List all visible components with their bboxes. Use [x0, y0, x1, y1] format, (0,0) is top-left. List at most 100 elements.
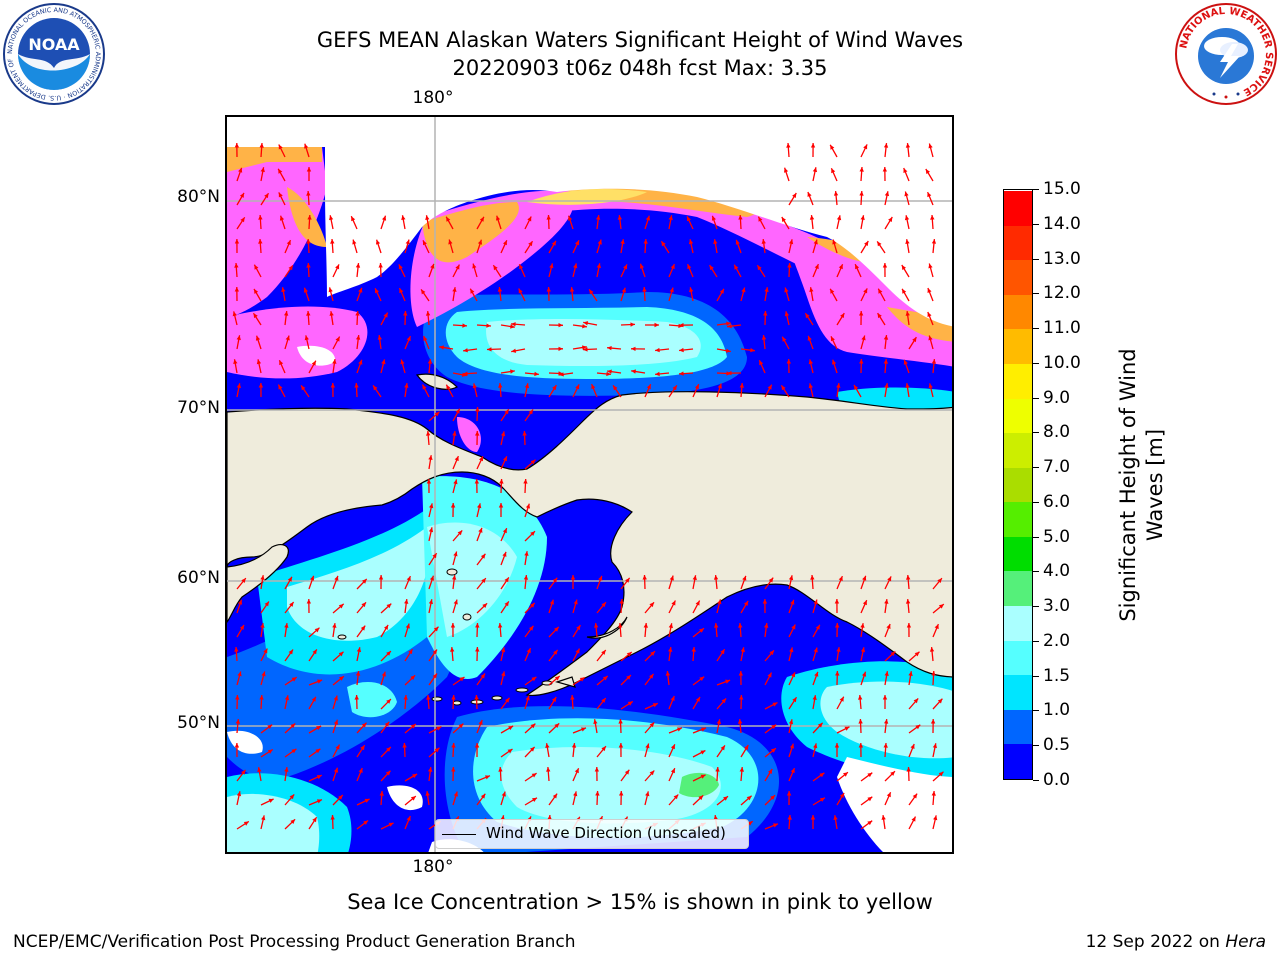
arrow-head-icon — [768, 577, 774, 583]
arrow-head-icon — [475, 407, 480, 412]
arrow-head-icon — [770, 795, 775, 800]
arrow-head-icon — [439, 345, 444, 350]
arrow-head-icon — [649, 602, 654, 608]
arrow-head-icon — [738, 623, 743, 628]
arrow-head-icon — [317, 679, 323, 684]
arrow-head-icon — [831, 336, 835, 342]
arrow-head-icon — [809, 287, 814, 292]
arrow-head-icon — [713, 575, 719, 580]
arrow-head-icon — [306, 263, 311, 268]
colorbar-tick-label: 14.0 — [1043, 213, 1081, 234]
arrow-head-icon — [649, 770, 655, 776]
arrow-head-icon — [832, 239, 837, 245]
arrow-head-icon — [403, 311, 408, 316]
arrow-head-icon — [554, 723, 560, 728]
arrow-head-icon — [432, 649, 437, 655]
arrow-head-icon — [786, 359, 791, 364]
arrow-head-icon — [384, 721, 390, 727]
arrow-head-icon — [716, 719, 721, 725]
arrow-head-icon — [314, 627, 320, 633]
arrow-head-icon — [890, 651, 896, 657]
arrow-head-icon — [621, 287, 626, 293]
arrow-head-icon — [769, 650, 774, 656]
arrow-head-icon — [833, 191, 839, 196]
arrow-head-icon — [789, 647, 794, 653]
arrow-head-icon — [813, 647, 818, 653]
arrow-head-icon — [453, 791, 458, 797]
colorbar-tick — [1033, 501, 1039, 503]
arrow-head-icon — [487, 347, 492, 352]
arrow-head-icon — [303, 287, 308, 293]
arrow-head-icon — [238, 599, 243, 605]
arrow-head-icon — [786, 143, 791, 148]
arrow-head-icon — [927, 312, 932, 317]
arrow-head-icon — [773, 823, 778, 828]
arrow-head-icon — [472, 383, 477, 389]
map-area[interactable]: Wind Wave Direction (unscaled) — [225, 115, 954, 854]
arrow-head-icon — [475, 431, 480, 436]
colorbar-tick — [1033, 258, 1039, 260]
arrow-head-icon — [238, 167, 243, 173]
arrow-head-icon — [558, 323, 563, 328]
arrow-head-icon — [235, 695, 240, 700]
arrow-head-icon — [781, 217, 786, 222]
arrow-head-icon — [688, 239, 694, 245]
arrow-head-icon — [699, 676, 705, 681]
arrow-head-icon — [810, 575, 815, 580]
arrow-head-icon — [405, 239, 410, 245]
arrow-head-icon — [258, 215, 263, 220]
arrow-head-icon — [428, 455, 433, 460]
arrow-head-icon — [904, 215, 910, 221]
arrow-head-icon — [405, 623, 410, 629]
arrow-head-icon — [602, 676, 608, 681]
arrow-head-icon — [717, 599, 722, 605]
colorbar-segment — [1004, 467, 1032, 503]
arrow-head-icon — [930, 215, 935, 220]
arrow-head-icon — [354, 383, 359, 388]
arrow-head-icon — [835, 671, 840, 676]
arrow-head-icon — [840, 313, 845, 318]
arrow-head-icon — [859, 359, 864, 364]
arrow-head-icon — [810, 143, 816, 148]
arrow-head-icon — [938, 771, 944, 777]
arrow-head-icon — [381, 359, 386, 365]
arrow-head-icon — [881, 815, 886, 820]
arrow-head-icon — [351, 216, 356, 222]
arrow-head-icon — [552, 793, 558, 799]
arrow-head-icon — [360, 625, 366, 631]
arrow-head-icon — [307, 215, 312, 220]
arrow-head-icon — [485, 775, 490, 780]
arrow-head-icon — [886, 792, 891, 798]
arrow-head-icon — [883, 743, 888, 748]
arrow-head-icon — [474, 479, 479, 484]
arrow-head-icon — [422, 384, 427, 390]
arrow-head-icon — [511, 348, 517, 353]
arrow-head-icon — [764, 623, 769, 628]
arrow-head-icon — [858, 695, 863, 700]
arrow-head-icon — [288, 649, 293, 655]
arrow-head-icon — [377, 335, 382, 340]
arrow-head-icon — [375, 288, 379, 294]
arrow-head-icon — [260, 575, 265, 580]
arrow-head-icon — [734, 264, 739, 270]
arrow-head-icon — [928, 143, 933, 149]
arrow-head-icon — [451, 743, 456, 748]
arrow-head-icon — [503, 456, 507, 462]
arrow-head-icon — [436, 726, 442, 731]
arrow-head-icon — [545, 743, 550, 748]
arrow-head-icon — [360, 745, 365, 751]
arrow-head-icon — [477, 239, 483, 245]
arrow-head-icon — [668, 215, 673, 221]
arrow-head-icon — [670, 264, 675, 270]
arrow-head-icon — [854, 384, 859, 390]
arrow-head-icon — [457, 530, 463, 536]
arrow-head-icon — [502, 528, 507, 534]
arrow-head-icon — [575, 240, 579, 246]
arrow-head-icon — [480, 793, 486, 799]
arrow-head-icon — [720, 745, 725, 751]
arrow-head-icon — [498, 383, 503, 388]
arrow-head-icon — [836, 215, 842, 221]
arrow-head-icon — [830, 144, 835, 150]
arrow-head-icon — [260, 167, 265, 173]
arrow-head-icon — [618, 719, 623, 724]
